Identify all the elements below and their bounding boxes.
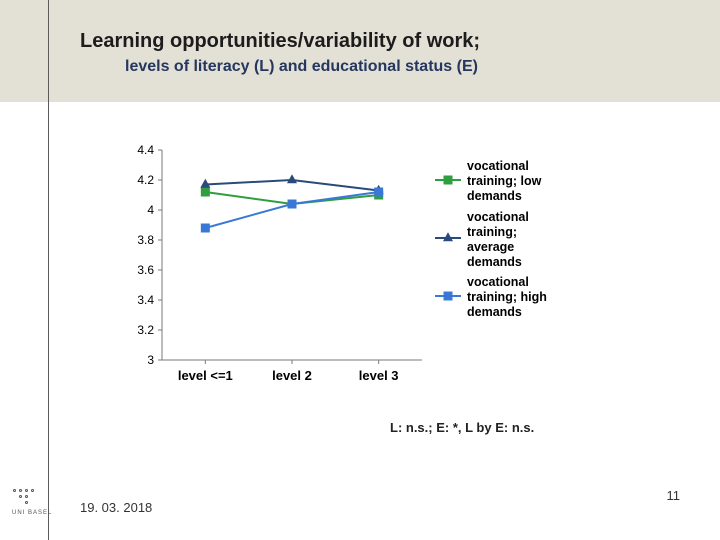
stats-caption: L: n.s.; E: *, L by E: n.s. bbox=[390, 420, 534, 435]
footer-date: 19. 03. 2018 bbox=[80, 500, 152, 515]
svg-text:3.2: 3.2 bbox=[137, 323, 154, 337]
slide-subtitle: levels of literacy (L) and educational s… bbox=[125, 58, 478, 76]
svg-text:demands: demands bbox=[467, 305, 522, 319]
svg-text:3.8: 3.8 bbox=[137, 233, 154, 247]
chart: 3 3.2 3.4 3.6 3.8 4 4.2 4.4 level <=1 level 2 leve… bbox=[110, 140, 630, 400]
slide-title: Learning opportunities/variability of wo… bbox=[80, 30, 480, 53]
svg-text:vocational: vocational bbox=[467, 275, 529, 289]
svg-text:training;: training; bbox=[467, 225, 517, 239]
svg-text:vocational: vocational bbox=[467, 210, 529, 224]
svg-text:demands: demands bbox=[467, 189, 522, 203]
svg-text:3.6: 3.6 bbox=[137, 263, 154, 277]
svg-text:4.4: 4.4 bbox=[137, 143, 154, 157]
svg-text:level <=1: level <=1 bbox=[178, 368, 233, 383]
uni-basel-text: UNI BASEL bbox=[12, 510, 52, 517]
chart-svg: 3 3.2 3.4 3.6 3.8 4 4.2 4.4 level <=1 level 2 leve… bbox=[110, 140, 630, 400]
svg-text:average: average bbox=[467, 240, 514, 254]
svg-text:level 3: level 3 bbox=[359, 368, 399, 383]
svg-text:3.4: 3.4 bbox=[137, 293, 154, 307]
svg-text:training; high: training; high bbox=[467, 290, 547, 304]
svg-text:training; low: training; low bbox=[467, 174, 542, 188]
page-number: 11 bbox=[667, 488, 681, 503]
svg-text:3: 3 bbox=[147, 353, 154, 367]
svg-text:vocational: vocational bbox=[467, 159, 529, 173]
svg-text:4.2: 4.2 bbox=[137, 173, 154, 187]
svg-text:demands: demands bbox=[467, 255, 522, 269]
uni-basel-logo bbox=[12, 488, 34, 504]
svg-text:level 2: level 2 bbox=[272, 368, 312, 383]
vertical-rule bbox=[48, 0, 49, 540]
svg-text:4: 4 bbox=[147, 203, 154, 217]
